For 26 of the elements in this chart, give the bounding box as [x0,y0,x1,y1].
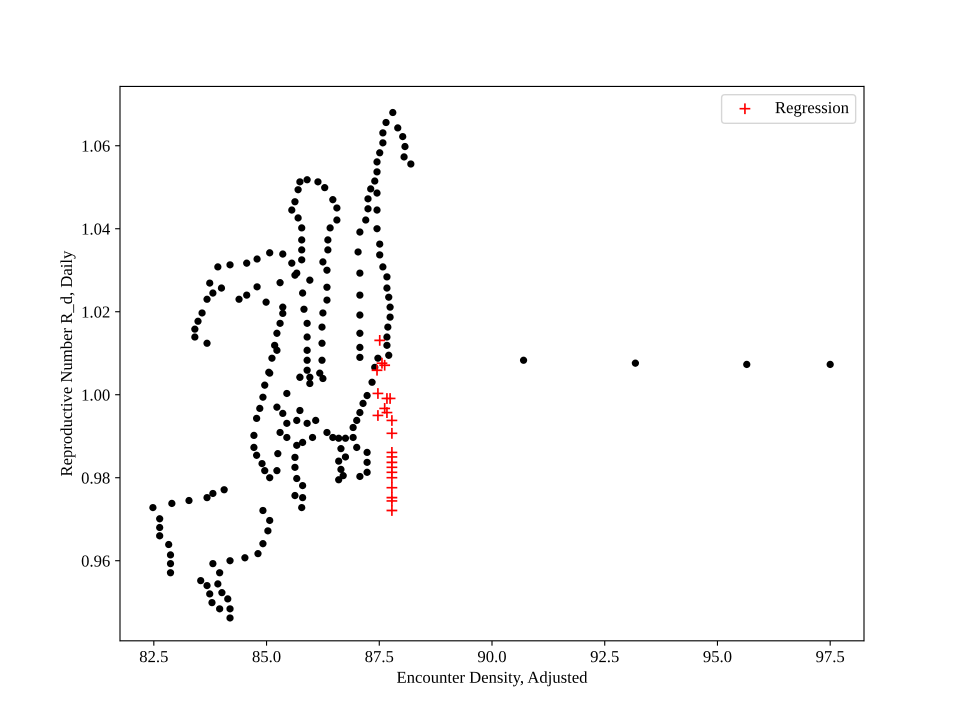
y-tick-label: 1.02 [82,306,110,318]
y-axis-title: Reproductive Number R_d, Daily [60,250,76,476]
point [386,481,398,494]
point [380,406,394,419]
x-tick-label: 92.5 [590,651,619,662]
x-tick-label: 87.5 [365,651,394,662]
legend-label: Regression [775,102,849,117]
point [386,472,398,484]
x-tick-label: 95.0 [703,651,732,662]
x-tick-label: 90.0 [478,651,506,662]
y-tick-label: 0.98 [82,472,110,484]
y-tick-label: 0.96 [82,555,110,567]
y-tick-label: 1.06 [82,140,110,152]
point [384,392,396,405]
point [386,414,398,427]
y-tick-label: 1.00 [82,389,110,401]
point [386,427,398,440]
y-tick-label: 1.04 [82,223,110,235]
x-tick-label: 85.0 [252,651,280,662]
x-axis-title: Encounter Density, Adjusted [396,671,588,686]
x-tick-label: 97.5 [816,651,844,662]
point [372,387,384,400]
point [386,504,398,517]
x-tick-label: 82.5 [140,651,168,662]
point [374,334,386,347]
point [386,494,398,508]
